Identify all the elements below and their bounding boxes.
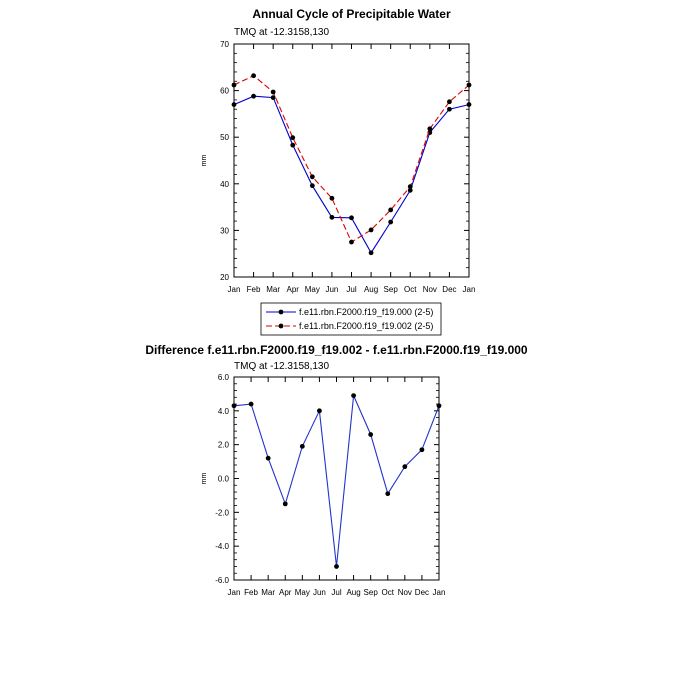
diff-series-0-point: [334, 564, 339, 569]
diff-series-0-point: [248, 401, 254, 407]
top-series-1-point: [427, 126, 433, 132]
top-x-tick-label: Apr: [287, 285, 300, 294]
top-series-0-point: [466, 102, 472, 107]
diff-y-tick-label: 0.0: [218, 475, 230, 484]
top-x-tick-label: May: [305, 285, 320, 294]
diff-series-0-point: [231, 403, 237, 409]
diff-x-tick-label: Feb: [244, 588, 258, 597]
diff-series-line-0: [233, 393, 440, 567]
diff-chart-title: Difference f.e11.rbn.F2000.f19_f19.002 -…: [145, 343, 528, 357]
diff-series-0-point: [402, 464, 408, 470]
legend-box: [260, 302, 442, 336]
top-x-tick-label: Jun: [325, 285, 338, 294]
top-x-tick-label: Jan: [463, 285, 476, 294]
top-y-tick-label: 50: [220, 133, 229, 142]
top-series-0-point: [309, 183, 315, 189]
diff-series-0-point: [368, 432, 374, 437]
top-series-1-point: [388, 207, 394, 213]
diff-x-tick-label: Aug: [346, 588, 360, 597]
top-series-0-point: [270, 95, 276, 100]
diff-x-tick-label: Nov: [398, 588, 412, 597]
top-series-1-point: [447, 99, 452, 105]
top-y-tick-label: 30: [220, 226, 229, 235]
top-series-0-point: [231, 102, 237, 107]
top-series-1-point: [368, 227, 374, 233]
diff-x-tick-label: Sep: [364, 588, 379, 597]
legend-marker-0: [278, 309, 284, 315]
diff-y-tick-label: 4.0: [218, 407, 230, 416]
top-series-1-point: [251, 73, 256, 79]
diff-series-0-point: [436, 403, 442, 409]
legend-marker-1: [278, 323, 284, 329]
diff-x-tick-label: May: [295, 588, 310, 597]
legend-label-0: f.e11.rbn.F2000.f19_f19.000 (2-5): [299, 307, 433, 317]
top-chart-title: Annual Cycle of Precipitable Water: [252, 7, 451, 21]
top-series-1-point: [349, 239, 354, 245]
top-series-line-0: [233, 95, 470, 254]
top-y-tick-label: 60: [220, 87, 229, 96]
top-series-0-point: [368, 250, 374, 256]
diff-plot-frame: [233, 376, 440, 581]
diff-series-0-point: [419, 447, 425, 453]
diff-y-tick-label: -6.0: [215, 576, 229, 585]
top-series-0-point: [388, 219, 394, 225]
top-x-tick-label: Nov: [423, 285, 437, 294]
diff-x-tick-label: Jan: [228, 588, 241, 597]
top-series-1-point: [270, 89, 276, 95]
diff-y-axis-label: mm: [201, 473, 208, 485]
diff-x-tick-label: Dec: [415, 588, 429, 597]
diff-y-tick-label: 2.0: [218, 441, 230, 450]
diff-series-0-point: [317, 408, 322, 414]
top-x-tick-label: Aug: [364, 285, 378, 294]
top-y-axis-label: mm: [201, 155, 208, 167]
diff-series-0-point: [351, 393, 356, 399]
top-x-tick-label: Jan: [228, 285, 241, 294]
diff-y-tick-label: -4.0: [215, 542, 229, 551]
top-series-0-point: [447, 106, 452, 112]
diff-series-0-point: [299, 443, 305, 449]
top-y-tick-label: 70: [220, 40, 229, 49]
top-series-0-point: [407, 187, 413, 193]
top-series-0-point: [251, 93, 256, 99]
top-series-1-point: [290, 135, 296, 141]
diff-x-tick-label: Mar: [261, 588, 275, 597]
diff-x-tick-label: Jan: [433, 588, 446, 597]
top-series-0-point: [329, 214, 335, 220]
top-series-1-point: [329, 195, 335, 201]
diff-series-0-point: [282, 501, 288, 507]
top-series-1-point: [231, 82, 237, 88]
diff-x-tick-label: Oct: [382, 588, 395, 597]
diff-y-tick-label: 6.0: [218, 373, 230, 382]
diff-x-tick-label: Jul: [331, 588, 341, 597]
top-series-1-point: [466, 82, 472, 88]
top-x-tick-label: Jul: [346, 285, 356, 294]
top-series-1-point: [309, 174, 315, 180]
top-series-0-point: [349, 215, 354, 221]
diff-x-tick-label: Apr: [279, 588, 292, 597]
top-series-1-point: [407, 184, 413, 189]
top-x-tick-label: Oct: [404, 285, 417, 294]
legend-label-1: f.e11.rbn.F2000.f19_f19.002 (2-5): [299, 321, 433, 331]
diff-series-0-point: [265, 455, 271, 461]
top-x-tick-label: Dec: [442, 285, 456, 294]
top-x-tick-label: Sep: [384, 285, 399, 294]
diff-chart-subtitle: TMQ at -12.3158,130: [234, 361, 329, 372]
top-series-0-point: [290, 142, 296, 148]
diff-series-0-point: [385, 491, 391, 497]
top-x-tick-label: Feb: [247, 285, 261, 294]
top-chart-subtitle: TMQ at -12.3158,130: [234, 27, 329, 38]
diff-y-tick-label: -2.0: [215, 508, 229, 517]
diff-x-tick-label: Jun: [313, 588, 326, 597]
top-y-tick-label: 20: [220, 273, 229, 282]
top-x-tick-label: Mar: [266, 285, 280, 294]
top-y-tick-label: 40: [220, 180, 229, 189]
